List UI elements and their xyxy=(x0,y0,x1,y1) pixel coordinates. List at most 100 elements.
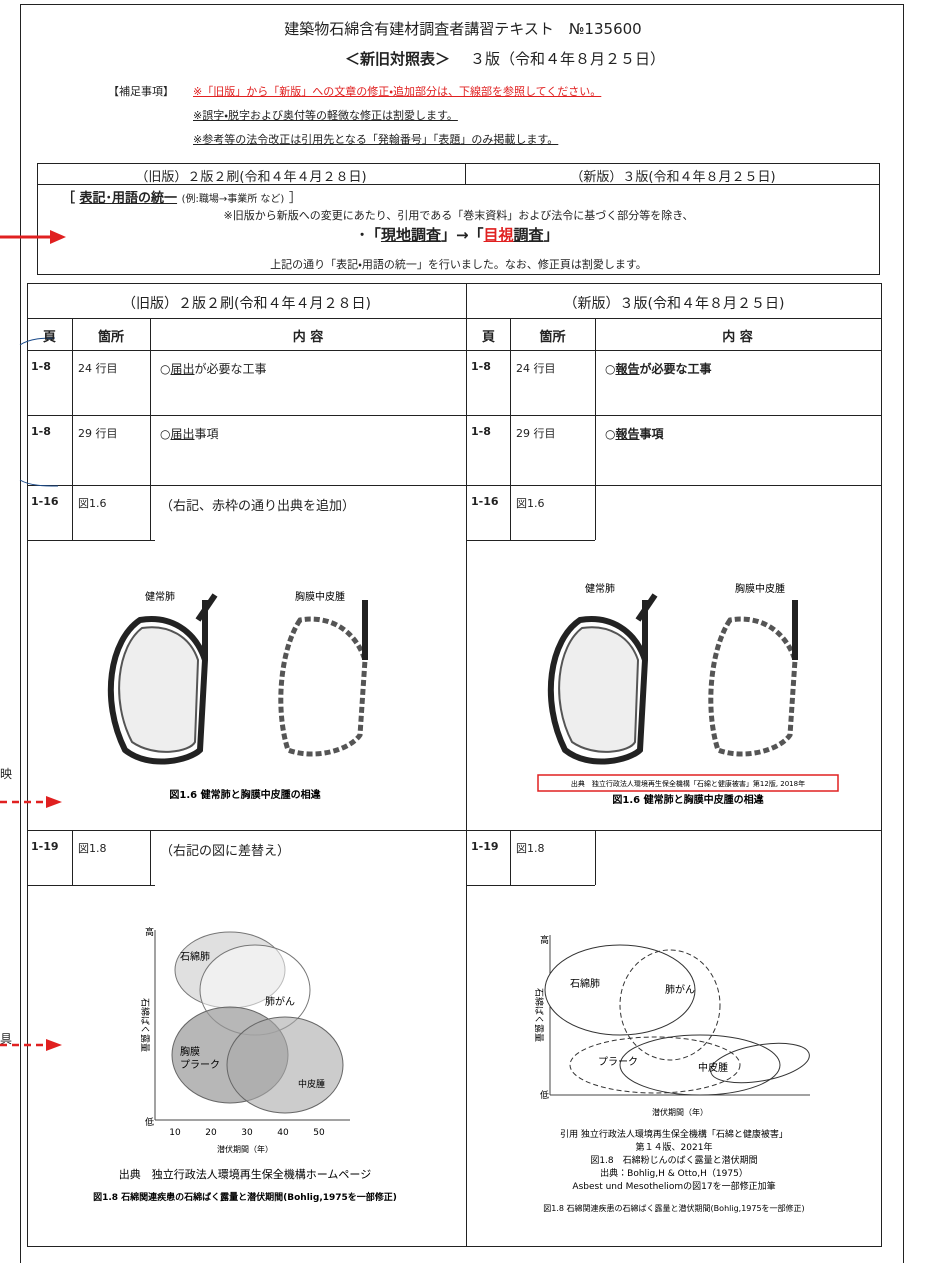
place-cell: 29 行目 xyxy=(78,427,118,440)
x-label: 潜伏期間（年） xyxy=(217,1144,273,1154)
y-low: 低 xyxy=(540,1089,549,1101)
note-cell: （右記、赤枠の通り出典を追加） xyxy=(160,499,356,514)
fig-caption: 図1.8 石綿関連疾患の石綿ばく露量と潜伏期間(Bohlig,1975を一部修正… xyxy=(93,1191,397,1203)
table xyxy=(27,283,882,1247)
fig-caption: 図1.6 健常肺と胸膜中皮腫の相違 xyxy=(169,788,320,801)
fig-caption: 図1.6 健常肺と胸膜中皮腫の相違 xyxy=(612,793,763,806)
fig-source: 出典 独立行政法人環境再生保全機構「石綿と健康被害」第12版, 2018年 xyxy=(571,779,805,788)
y-high: 高 xyxy=(540,934,549,946)
content-cell: ○届出事項 xyxy=(160,425,219,442)
col-header: 内 容 xyxy=(722,330,753,345)
svg-text: 図1.8 石綿粉じんのばく露量と潜伏期間 xyxy=(590,1154,757,1166)
col-header: 内 容 xyxy=(292,330,324,345)
text: ○ xyxy=(605,362,616,376)
note-line: ※「旧版」から「新版」への文章の修正・追加部分は、下線部を参照してください。 xyxy=(193,85,602,98)
svg-text: 50 xyxy=(313,1128,325,1138)
page-cell: 1-8 xyxy=(471,425,491,438)
page-cell: 1-16 xyxy=(471,495,499,508)
example: (例:職場→事業所 など) xyxy=(181,194,285,205)
note-line: ※参考等の法令改正は引用先となる「発翰番号」「表題」のみ掲載します。 xyxy=(193,133,559,146)
col-header: 頁 xyxy=(481,330,495,345)
cell-line xyxy=(467,540,595,541)
t: ･「 xyxy=(358,226,381,244)
text: 届出 xyxy=(170,362,195,376)
text: が必要な工事 xyxy=(194,362,267,376)
subtitle: ３版（令和４年８月２５日） xyxy=(470,50,666,68)
cell-line xyxy=(150,485,151,540)
cell-line xyxy=(72,350,73,415)
fig-label: 胸膜 xyxy=(180,1045,200,1058)
cell-line xyxy=(510,485,511,540)
svg-text: 30 xyxy=(241,1128,253,1138)
note-cell: （右記の図に差替え） xyxy=(160,844,291,859)
cell-line xyxy=(510,830,511,885)
page-cell: 1-16 xyxy=(31,495,59,508)
place-cell: 29 行目 xyxy=(516,427,556,440)
text: ○ xyxy=(605,427,616,441)
margin-arrows xyxy=(0,230,66,1051)
text: 事項 xyxy=(639,427,664,441)
cell-line xyxy=(467,885,595,886)
y-label: 石綿ばく露量 xyxy=(533,988,545,1042)
red-frame xyxy=(537,774,839,792)
fig-source: 出典 独立行政法人環境再生保全機構ホームページ xyxy=(119,1167,371,1181)
cell-line xyxy=(150,318,151,350)
notes-label: 【補足事項】 xyxy=(108,85,174,98)
cell-line xyxy=(510,350,511,415)
row-line xyxy=(27,485,881,486)
place-cell: 図1.8 xyxy=(78,842,107,855)
fig-label: 石綿肺 xyxy=(180,950,210,963)
col-divider xyxy=(466,283,467,1246)
cell-line xyxy=(72,318,73,350)
text: 報告 xyxy=(615,427,640,441)
x-label: 潜伏期間（年） xyxy=(652,1107,708,1117)
fig-label: 胸膜中皮腫 xyxy=(735,582,785,595)
summary-heading: ［ 表記･用語の統一 (例:職場→事業所 など) ］ xyxy=(62,187,302,206)
text: 届出 xyxy=(170,427,195,441)
cell-line xyxy=(510,318,511,350)
figure-1-8-new: 高 低 石綿ばく露量 石綿肺 肺がん プラーク 中皮腫 潜伏期間（年） 引用 独… xyxy=(533,934,810,1213)
cell-line xyxy=(510,415,511,485)
summary-box xyxy=(37,163,880,275)
svg-text: 40 xyxy=(277,1128,289,1138)
svg-text: 20 xyxy=(205,1128,217,1138)
cell-line xyxy=(595,318,596,350)
fig-label: 中皮腫 xyxy=(298,1078,325,1090)
figure-1-6-old: 健常肺 胸膜中皮腫 図1.6 健常肺と胸膜中皮腫の相違 xyxy=(107,590,368,801)
cell-line xyxy=(72,485,73,540)
bracket: ］ xyxy=(288,191,302,206)
col-header: 箇所 xyxy=(97,330,124,345)
title: 建築物石綿含有建材調査者講習テキスト №135600 xyxy=(284,20,642,38)
cell-line xyxy=(595,415,596,485)
new-header: （新版）３版(令和４年８月２５日) xyxy=(570,170,776,185)
cell-line xyxy=(150,350,151,415)
cell-line xyxy=(150,830,151,885)
page-cell: 1-19 xyxy=(31,840,59,853)
row-line xyxy=(27,830,881,831)
svg-text: 引用 独立行政法人環境再生保全機構「石綿と健康被害」 xyxy=(560,1128,788,1140)
old-header: （旧版）２版２刷(令和４年４月２８日) xyxy=(122,296,371,312)
svg-text: 10 xyxy=(169,1128,181,1138)
fig-label: プラーク xyxy=(180,1059,220,1071)
place-cell: 図1.8 xyxy=(516,842,545,855)
fig-caption: 図1.8 石綿関連疾患の石綿ばく露量と潜伏期間(Bohlig,1975を一部修正… xyxy=(543,1203,804,1213)
page-cell: 1-19 xyxy=(471,840,499,853)
cell-line xyxy=(595,485,596,540)
t: 現地調査 xyxy=(380,226,441,244)
page-cell: 1-8 xyxy=(31,360,51,373)
note-line: ※誤字・脱字および奥付等の軽微な修正は割愛します。 xyxy=(193,109,458,122)
t: 目視 xyxy=(483,226,514,244)
fig-label: 肺がん xyxy=(265,995,295,1008)
fig-label: 中皮腫 xyxy=(698,1061,728,1074)
divider xyxy=(465,163,466,184)
text: 報告 xyxy=(615,362,640,376)
cell-line xyxy=(27,885,155,886)
figure-1-6-new: 健常肺 胸膜中皮腫 出典 独立行政法人環境再生保全機構「石綿と健康被害」第12版… xyxy=(537,582,839,806)
fig-label: 胸膜中皮腫 xyxy=(295,590,345,603)
content-cell: ○報告事項 xyxy=(605,425,664,442)
t: 調査 xyxy=(513,226,544,244)
t: 」 xyxy=(543,226,559,244)
cell-line xyxy=(595,350,596,415)
text: ○ xyxy=(160,427,171,441)
subtitle: ＜新旧対照表＞ xyxy=(345,50,451,68)
